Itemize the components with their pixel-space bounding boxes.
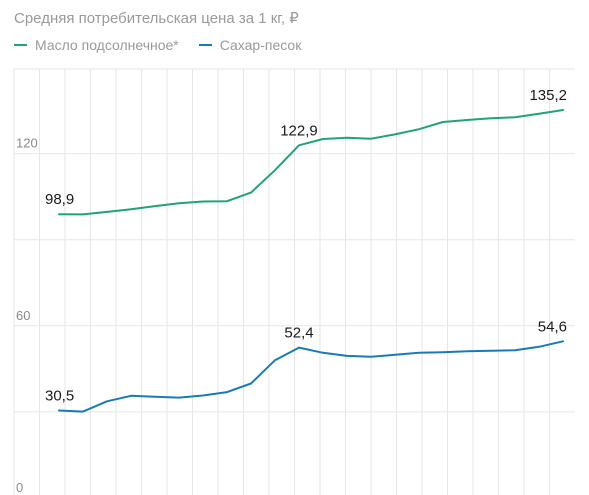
data-label: 98,9 (45, 191, 74, 208)
legend: Масло подсолнечное* Сахар-песок (14, 37, 301, 53)
legend-label-series-1: Масло подсолнечное* (35, 37, 179, 53)
data-label: 30,5 (45, 387, 74, 404)
legend-item-series-1[interactable]: Масло подсолнечное* (14, 37, 179, 53)
legend-swatch-series-1 (14, 44, 27, 46)
data-label: 54,6 (538, 318, 567, 335)
data-label: 122,9 (280, 122, 318, 139)
chart-title: Средняя потребительская цена за 1 кг, ₽ (14, 10, 299, 27)
y-tick-label: 60 (16, 308, 30, 323)
y-tick-label: 0 (16, 480, 23, 495)
data-label: 135,2 (529, 87, 567, 104)
series-line-1 (58, 109, 564, 216)
legend-swatch-series-2 (198, 44, 212, 46)
legend-label-series-2: Сахар-песок (219, 37, 302, 53)
legend-item-series-2[interactable]: Сахар-песок (198, 37, 302, 53)
y-tick-label: 120 (16, 136, 38, 151)
series-line-2 (58, 340, 564, 413)
data-label: 52,4 (284, 325, 313, 342)
